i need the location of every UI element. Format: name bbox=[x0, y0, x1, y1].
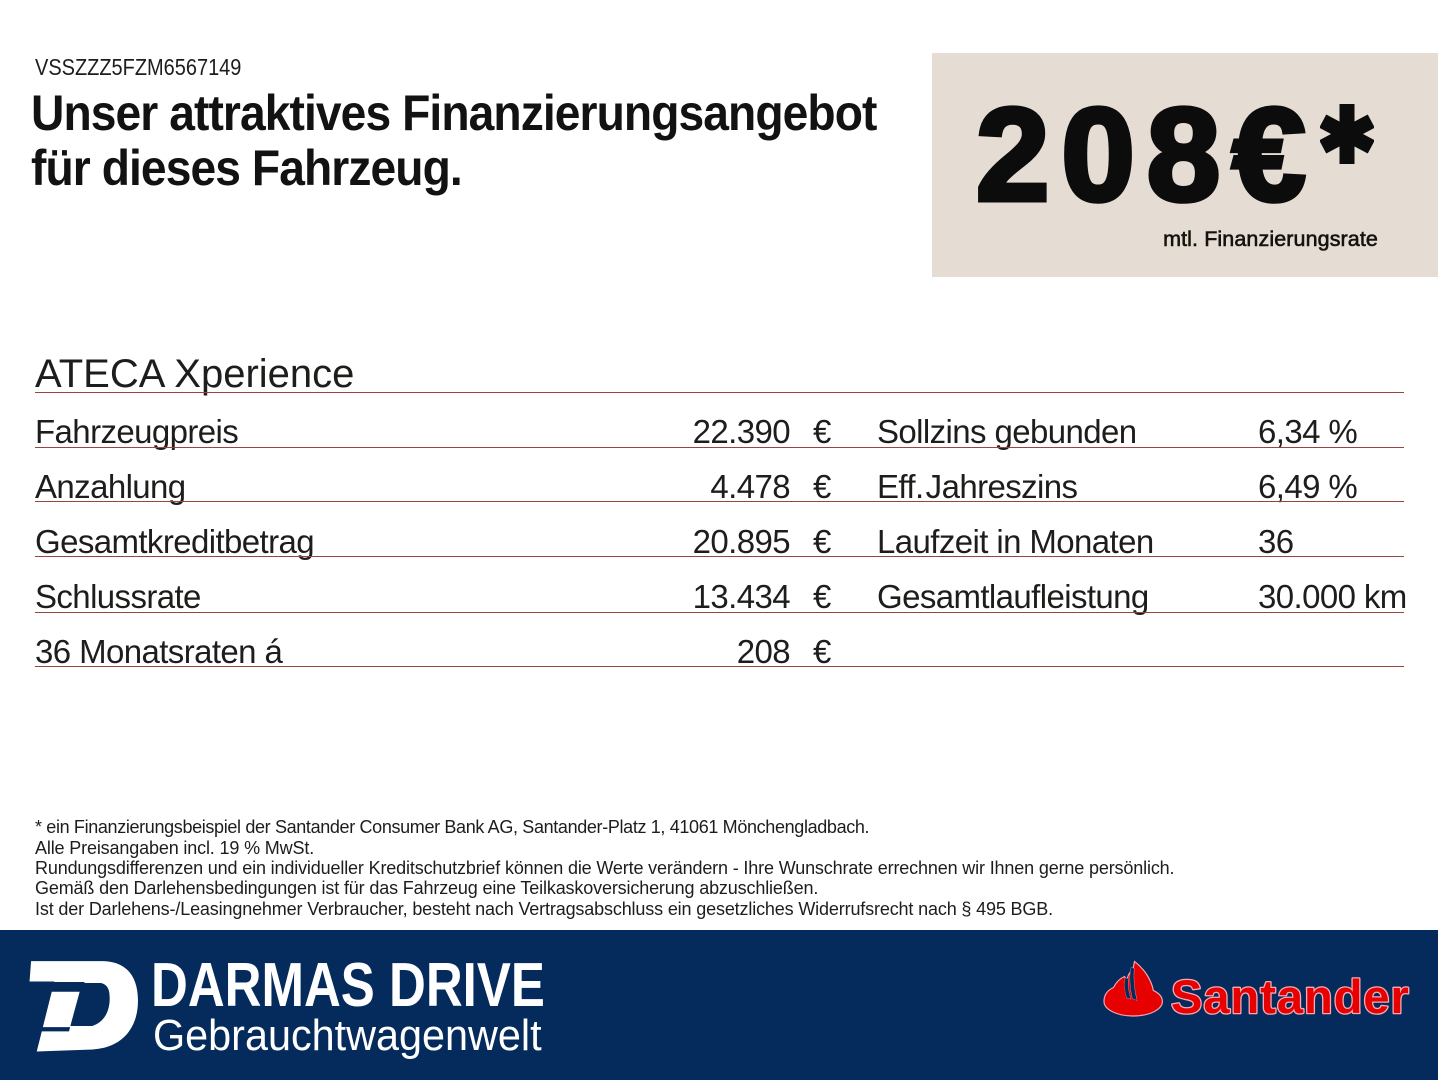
svg-text:Santander: Santander bbox=[1171, 970, 1410, 1023]
